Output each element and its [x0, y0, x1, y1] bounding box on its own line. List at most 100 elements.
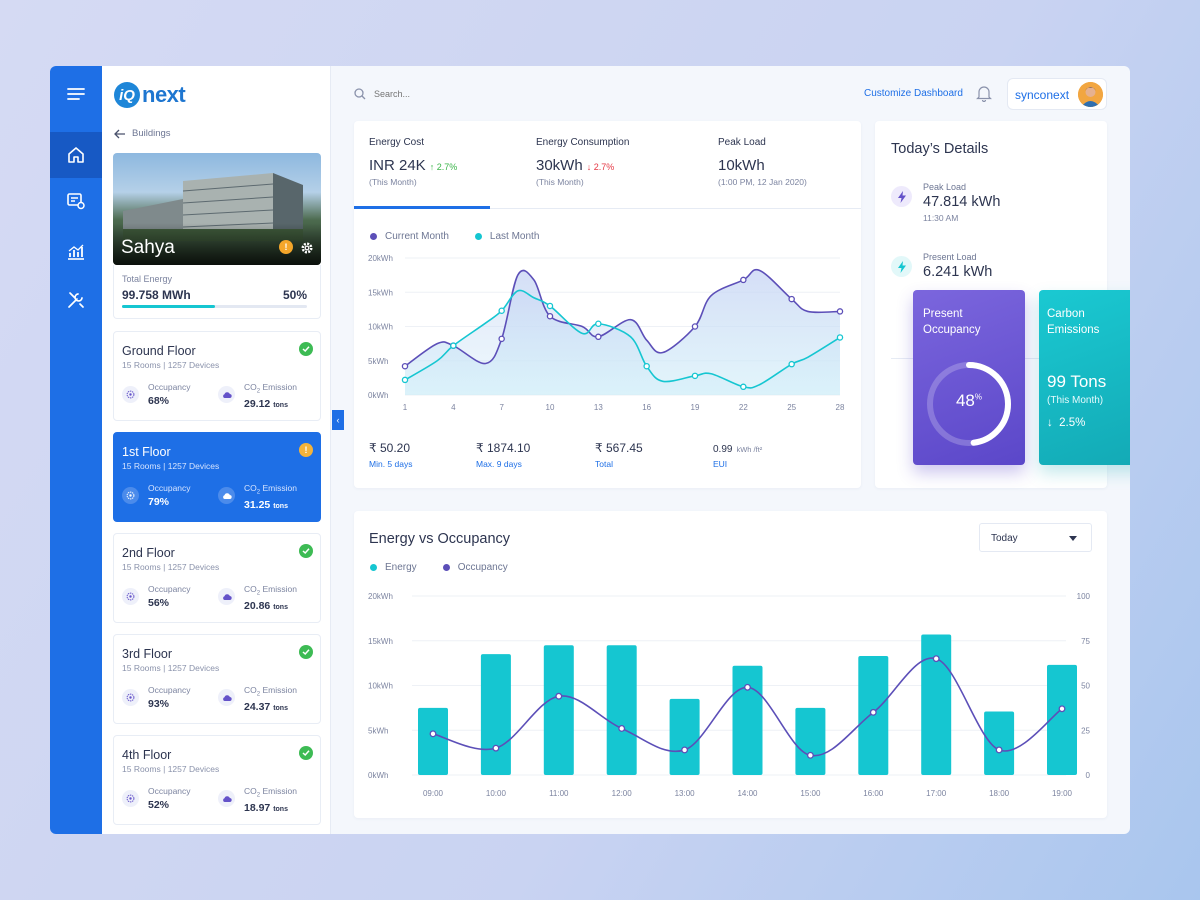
stat-1[interactable]: Energy Consumption 30kWh ↓ 2.7% (This Month…: [536, 137, 629, 187]
energy-bar[interactable]: [480, 654, 511, 775]
occupancy-point[interactable]: [618, 725, 626, 732]
occupancy-point[interactable]: [1058, 705, 1066, 713]
occupancy-point[interactable]: [932, 655, 940, 663]
data-point[interactable]: [401, 362, 409, 370]
floor-meta: 15 Rooms | 1257 Devices: [122, 764, 219, 774]
floor-devices: 1257 Devices: [167, 764, 220, 774]
occupancy-point[interactable]: [744, 683, 751, 691]
search-input[interactable]: [374, 89, 524, 99]
peak-load-time: 11:30 AM: [923, 213, 959, 223]
legend-label: Energy: [385, 562, 417, 573]
y-left-tick-label: 20kWh: [368, 592, 393, 601]
carbon-delta-value: 2.5%: [1059, 417, 1086, 429]
summary-caption: Max. 9 days: [476, 459, 522, 469]
lightning-icon: [891, 256, 912, 277]
legend-dot: [442, 563, 450, 571]
legend-item[interactable]: Occupancy: [442, 562, 508, 573]
occupancy-point[interactable]: [429, 730, 437, 738]
legend-item[interactable]: Last Month: [474, 231, 539, 242]
occupancy-point[interactable]: [681, 746, 689, 754]
energy-bar[interactable]: [1047, 664, 1077, 775]
nav-analytics[interactable]: [50, 229, 102, 275]
data-point[interactable]: [740, 276, 747, 284]
data-point[interactable]: [595, 320, 602, 328]
floor-card[interactable]: 3rd Floor 15 Rooms | 1257 Devices Occupanc…: [113, 634, 321, 724]
occupancy-point[interactable]: [995, 746, 1003, 754]
co2-label-main: CO: [244, 483, 257, 493]
energy-bar[interactable]: [543, 645, 574, 775]
energy-overview-card: Energy Cost INR 24K ↑ 2.7% (This Month) Ener…: [354, 121, 861, 488]
floor-card[interactable]: 4th Floor 15 Rooms | 1257 Devices Occupanc…: [113, 735, 321, 825]
co2-metric: CO2 Emission 18.97 tons: [218, 786, 297, 814]
legend-item[interactable]: Energy: [370, 562, 417, 573]
present-occupancy-card[interactable]: Present Occupancy 48%: [913, 290, 1025, 465]
occupancy-point[interactable]: [806, 751, 814, 759]
data-point[interactable]: [740, 383, 747, 391]
data-point[interactable]: [546, 312, 554, 320]
occupancy-metric: Occupancy 68%: [122, 382, 191, 407]
data-point[interactable]: [691, 323, 699, 330]
period-select[interactable]: Today: [979, 523, 1092, 552]
nav-device-settings[interactable]: [50, 178, 102, 224]
y-left-tick-label: 15kWh: [368, 637, 393, 646]
occupancy-number: 48: [955, 391, 975, 410]
data-point[interactable]: [643, 362, 650, 370]
data-point[interactable]: [546, 302, 554, 310]
data-point[interactable]: [401, 376, 409, 384]
collapse-panel-button[interactable]: ‹: [332, 410, 344, 430]
x-tick-label: 28: [836, 403, 845, 412]
co2-label: CO2 Emission: [244, 786, 297, 799]
occupancy-point[interactable]: [555, 692, 563, 700]
legend-item[interactable]: Current Month: [370, 231, 449, 242]
carbon-emissions-card[interactable]: Carbon Emissions 99 Tons (This Month) ↓ 2…: [1039, 290, 1130, 465]
back-to-buildings-link[interactable]: Buildings: [114, 128, 171, 139]
co2-label-sub: 2: [256, 792, 261, 799]
peak-load-value: 47.814 kWh: [923, 194, 1001, 210]
data-point[interactable]: [788, 295, 795, 303]
y-tick-label: 15kWh: [368, 288, 393, 297]
occupancy-point[interactable]: [492, 744, 500, 752]
data-point[interactable]: [595, 333, 602, 341]
x-tick-label: 13: [594, 403, 603, 412]
energy-bar[interactable]: [669, 698, 700, 775]
data-point[interactable]: [836, 308, 844, 315]
warning-icon[interactable]: !: [279, 240, 293, 254]
data-point[interactable]: [788, 360, 795, 368]
co2-label-suffix: Emission: [260, 382, 297, 392]
gear-icon[interactable]: [300, 241, 314, 255]
menu-button[interactable]: [50, 71, 102, 117]
customize-dashboard-link[interactable]: Customize Dashboard: [864, 88, 963, 99]
energy-bar[interactable]: [606, 645, 637, 775]
occupancy-point[interactable]: [869, 708, 877, 716]
floor-card[interactable]: 1st Floor 15 Rooms | 1257 Devices! Occupan…: [113, 432, 321, 522]
user-menu[interactable]: synconext: [1007, 78, 1107, 110]
nav-home[interactable]: [50, 132, 102, 178]
co2-label: CO2 Emission: [244, 584, 297, 597]
stat-2[interactable]: Peak Load 10kWh (1:00 PM, 12 Jan 2020): [718, 137, 807, 187]
co2-number: 20.86: [244, 599, 271, 612]
cloud-icon: [218, 790, 235, 807]
energy-bar[interactable]: [418, 707, 448, 775]
energy-bar[interactable]: [795, 707, 826, 775]
building-name: Sahya: [121, 237, 175, 258]
occupancy-text: Occupancy 68%: [148, 382, 191, 407]
bell-icon[interactable]: [976, 84, 992, 102]
stat-0[interactable]: Energy Cost INR 24K ↑ 2.7% (This Month): [369, 137, 457, 187]
x-tick-label: 15:00: [800, 789, 821, 798]
data-point[interactable]: [691, 372, 699, 380]
co2-number: 31.25: [244, 498, 271, 511]
summary-caption: Min. 5 days: [369, 459, 413, 469]
co2-unit: tons: [273, 502, 288, 510]
stat-delta: ↓ 2.7%: [587, 162, 615, 172]
energy-bar[interactable]: [984, 711, 1015, 775]
nav-tools[interactable]: [50, 277, 102, 323]
data-point[interactable]: [498, 335, 505, 343]
building-image[interactable]: Sahya !: [113, 153, 321, 265]
energy-bar[interactable]: [732, 665, 763, 775]
data-point[interactable]: [498, 307, 505, 314]
data-point[interactable]: [836, 334, 844, 341]
floor-card[interactable]: 2nd Floor 15 Rooms | 1257 Devices Occupanc…: [113, 533, 321, 623]
energy-bar[interactable]: [921, 634, 952, 775]
floor-card[interactable]: Ground Floor 15 Rooms | 1257 Devices Occup…: [113, 331, 321, 421]
data-point[interactable]: [450, 342, 457, 349]
